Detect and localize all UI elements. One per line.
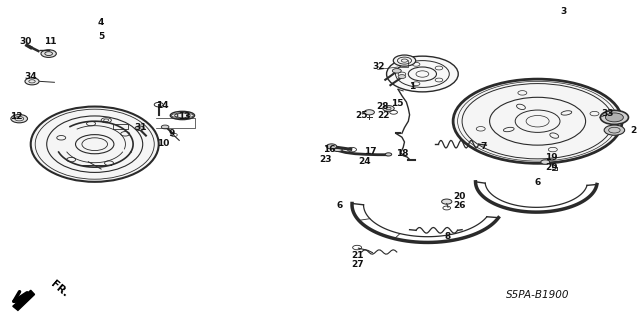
Circle shape — [387, 56, 458, 92]
Text: 33: 33 — [602, 109, 614, 118]
Text: 2: 2 — [630, 126, 637, 135]
Circle shape — [11, 115, 28, 123]
Circle shape — [41, 50, 56, 57]
Circle shape — [161, 125, 169, 129]
Text: 29: 29 — [545, 163, 558, 172]
Text: 23: 23 — [319, 155, 332, 164]
Text: 25: 25 — [355, 111, 368, 120]
Ellipse shape — [31, 107, 159, 182]
Text: 18: 18 — [396, 149, 408, 158]
Text: 31: 31 — [134, 123, 147, 132]
Text: 4: 4 — [98, 18, 104, 27]
Text: 27: 27 — [351, 260, 364, 269]
Text: 20: 20 — [453, 192, 466, 201]
Text: 28: 28 — [376, 102, 389, 111]
Text: 26: 26 — [453, 201, 466, 210]
Text: FR.: FR. — [49, 279, 70, 299]
Circle shape — [541, 160, 550, 164]
Text: 10: 10 — [157, 139, 170, 148]
Text: 19: 19 — [545, 153, 558, 162]
Circle shape — [600, 110, 628, 124]
Circle shape — [135, 126, 144, 130]
Circle shape — [326, 144, 337, 149]
Text: 5: 5 — [98, 32, 104, 41]
Text: 8: 8 — [445, 232, 451, 241]
Ellipse shape — [385, 153, 392, 156]
Polygon shape — [13, 290, 35, 310]
Text: 17: 17 — [364, 147, 376, 156]
Text: 34: 34 — [24, 72, 37, 81]
Circle shape — [25, 78, 39, 85]
Text: 1: 1 — [409, 82, 415, 91]
Circle shape — [604, 125, 625, 135]
Text: 30: 30 — [19, 37, 32, 46]
Text: 11: 11 — [44, 37, 56, 46]
Circle shape — [392, 69, 401, 73]
Circle shape — [398, 75, 406, 78]
Text: 14: 14 — [156, 101, 168, 110]
Ellipse shape — [170, 111, 195, 120]
Text: 32: 32 — [372, 63, 385, 71]
Text: 22: 22 — [378, 111, 390, 120]
Text: 21: 21 — [351, 251, 364, 260]
Text: 24: 24 — [358, 157, 371, 166]
Circle shape — [605, 113, 623, 122]
Text: 3: 3 — [560, 7, 566, 16]
Text: 13: 13 — [178, 112, 191, 121]
Text: 6: 6 — [534, 178, 541, 187]
Ellipse shape — [393, 55, 416, 66]
Circle shape — [364, 110, 374, 115]
Text: 6: 6 — [336, 201, 342, 210]
Text: S5PA-B1900: S5PA-B1900 — [506, 290, 570, 300]
Text: 12: 12 — [10, 112, 22, 121]
Text: 15: 15 — [390, 99, 403, 108]
Circle shape — [453, 79, 622, 163]
Text: 9: 9 — [168, 130, 175, 138]
Ellipse shape — [333, 148, 342, 152]
Text: 16: 16 — [323, 145, 336, 154]
Circle shape — [442, 199, 452, 204]
Circle shape — [383, 106, 394, 111]
Text: 7: 7 — [481, 142, 487, 151]
